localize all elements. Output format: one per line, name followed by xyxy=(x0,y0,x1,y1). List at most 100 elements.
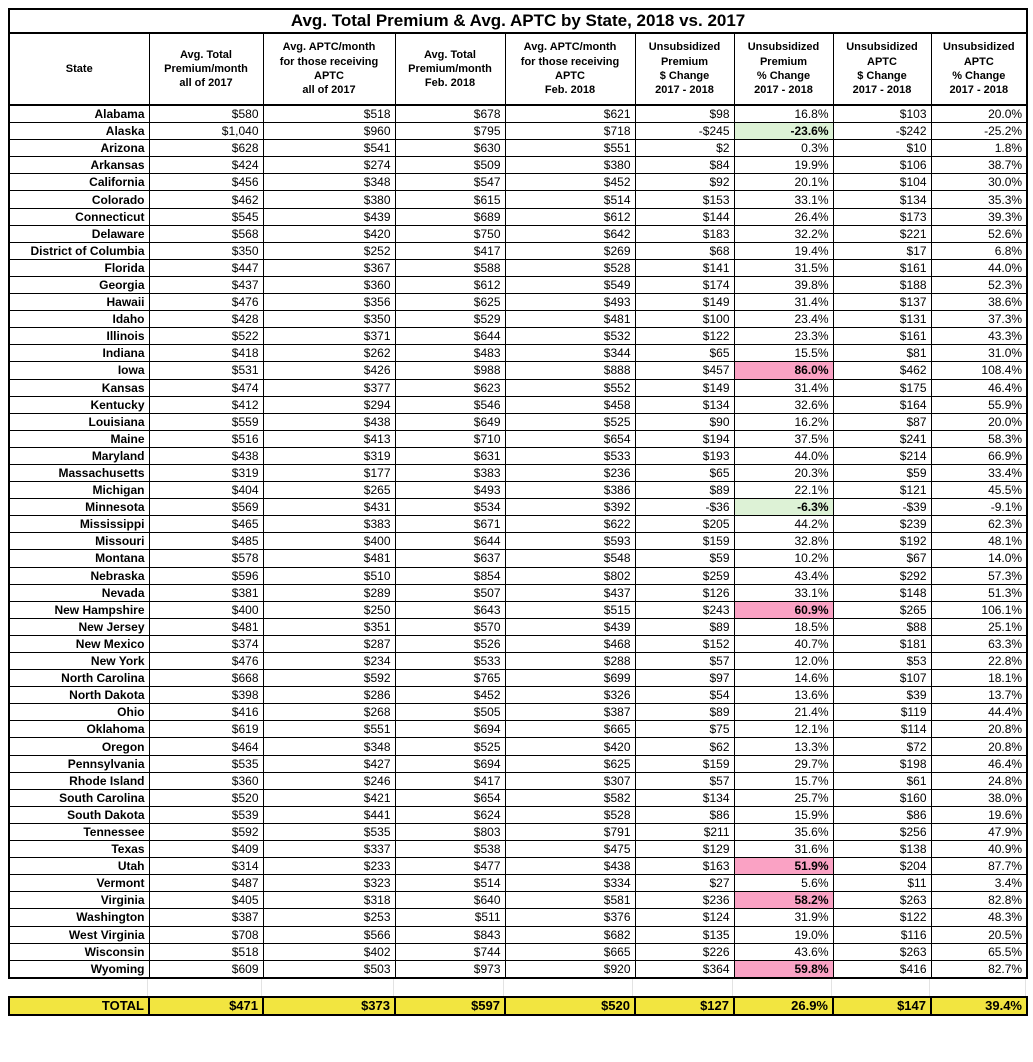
value-cell: $475 xyxy=(504,840,636,859)
value-cell: 43.3% xyxy=(930,327,1028,346)
value-cell: $380 xyxy=(262,190,396,209)
value-cell: $1,040 xyxy=(148,122,264,141)
value-cell: 33.1% xyxy=(733,583,834,602)
value-cell: $534 xyxy=(394,498,506,517)
value-cell: $253 xyxy=(262,908,396,927)
value-cell: 15.5% xyxy=(733,344,834,363)
value-cell: $131 xyxy=(832,310,932,329)
state-cell: Minnesota xyxy=(8,498,150,517)
value-cell: $439 xyxy=(504,617,636,636)
table-row: Alabama $580 $518 $678 $621 $98 16.8% $103 20.0% xyxy=(8,104,1028,124)
value-cell: $421 xyxy=(262,788,396,807)
value-cell: $400 xyxy=(148,600,264,619)
value-cell: 5.6% xyxy=(733,874,834,893)
state-cell: North Dakota xyxy=(8,686,150,705)
value-cell: -$39 xyxy=(832,498,932,517)
value-cell: $226 xyxy=(634,942,735,961)
value-cell: $665 xyxy=(504,942,636,961)
value-cell: $337 xyxy=(262,840,396,859)
value-cell: $549 xyxy=(504,275,636,295)
value-cell: $149 xyxy=(634,293,735,312)
value-cell: $236 xyxy=(634,891,735,910)
state-cell: Utah xyxy=(8,857,150,876)
value-cell: $418 xyxy=(148,344,264,363)
value-cell: $718 xyxy=(504,122,636,141)
value-cell: $134 xyxy=(634,788,735,807)
value-cell: -23.6% xyxy=(733,122,834,141)
value-cell: -6.3% xyxy=(733,498,834,517)
value-cell: $103 xyxy=(832,104,932,124)
value-cell: $134 xyxy=(832,190,932,209)
value-cell: $387 xyxy=(504,703,636,722)
state-cell: New Jersey xyxy=(8,617,150,636)
value-cell: $75 xyxy=(634,720,735,739)
value-cell: 65.5% xyxy=(930,942,1028,961)
value-cell: $54 xyxy=(634,686,735,705)
value-cell: 38.7% xyxy=(930,156,1028,175)
value-cell: 51.3% xyxy=(930,583,1028,602)
value-cell: 30.0% xyxy=(930,173,1028,192)
value-cell: 31.4% xyxy=(733,293,834,312)
value-cell: $525 xyxy=(504,412,636,431)
value-cell: $457 xyxy=(634,361,735,380)
state-cell: Florida xyxy=(8,258,150,277)
table-row: New Mexico $374 $287 $526 $468 $152 40.7% $181 6… xyxy=(8,634,1028,654)
value-cell: $624 xyxy=(394,805,506,824)
table-row: Iowa $531 $426 $988 $888 $457 86.0% $462 108.4% xyxy=(8,361,1028,380)
value-cell: 20.3% xyxy=(733,463,834,483)
value-cell: $437 xyxy=(148,275,264,295)
table-row: Hawaii $476 $356 $625 $493 $149 31.4% $137 38.6% xyxy=(8,293,1028,312)
total-value-cell: $147 xyxy=(832,995,932,1016)
value-cell: $348 xyxy=(262,173,396,192)
value-cell: $174 xyxy=(634,275,735,295)
value-cell: $122 xyxy=(634,327,735,346)
value-cell: $116 xyxy=(832,925,932,944)
value-cell: $447 xyxy=(148,258,264,277)
value-cell: $319 xyxy=(148,463,264,483)
value-cell: $920 xyxy=(504,959,636,979)
total-value-cell: 26.9% xyxy=(733,995,834,1016)
value-cell: 12.0% xyxy=(733,651,834,671)
value-cell: $525 xyxy=(394,737,506,756)
value-cell: 106.1% xyxy=(930,600,1028,619)
value-cell: 10.2% xyxy=(733,549,834,568)
value-cell: 15.7% xyxy=(733,771,834,790)
value-cell: $356 xyxy=(262,293,396,312)
value-cell: $625 xyxy=(504,754,636,773)
value-cell: $376 xyxy=(504,908,636,927)
value-cell: $511 xyxy=(394,908,506,927)
value-cell: 18.1% xyxy=(930,669,1028,688)
value-cell: $412 xyxy=(148,395,264,414)
value-cell: $135 xyxy=(634,925,735,944)
value-cell: $644 xyxy=(394,327,506,346)
total-value-cell: $373 xyxy=(262,995,396,1016)
premium-aptc-table: Avg. Total Premium & Avg. APTC by State,… xyxy=(8,8,1029,979)
value-cell: 44.0% xyxy=(733,446,834,465)
value-cell: $582 xyxy=(504,788,636,807)
value-cell: 13.7% xyxy=(930,686,1028,705)
value-cell: $416 xyxy=(832,959,932,979)
value-cell: $350 xyxy=(262,310,396,329)
state-cell: Massachusetts xyxy=(8,463,150,483)
value-cell: $568 xyxy=(148,224,264,243)
value-cell: $152 xyxy=(634,634,735,654)
spacer-cell xyxy=(832,978,930,996)
value-cell: $59 xyxy=(634,549,735,568)
value-cell: $88 xyxy=(832,617,932,636)
table-row: Illinois $522 $371 $644 $532 $122 23.3% $161 43.… xyxy=(8,327,1028,346)
value-cell: $533 xyxy=(504,446,636,465)
value-cell: $518 xyxy=(148,942,264,961)
state-cell: District of Columbia xyxy=(8,241,150,260)
value-cell: $81 xyxy=(832,344,932,363)
value-cell: $262 xyxy=(262,344,396,363)
table-row: Maryland $438 $319 $631 $533 $193 44.0% $214 66.… xyxy=(8,446,1028,465)
value-cell: $89 xyxy=(634,617,735,636)
value-cell: $256 xyxy=(832,822,932,842)
table-row: New York $476 $234 $533 $288 $57 12.0% $53 22.8% xyxy=(8,651,1028,671)
value-cell: $350 xyxy=(148,241,264,260)
value-cell: $122 xyxy=(832,908,932,927)
value-cell: 25.7% xyxy=(733,788,834,807)
value-cell: 33.1% xyxy=(733,190,834,209)
value-cell: $188 xyxy=(832,275,932,295)
value-cell: $221 xyxy=(832,224,932,243)
